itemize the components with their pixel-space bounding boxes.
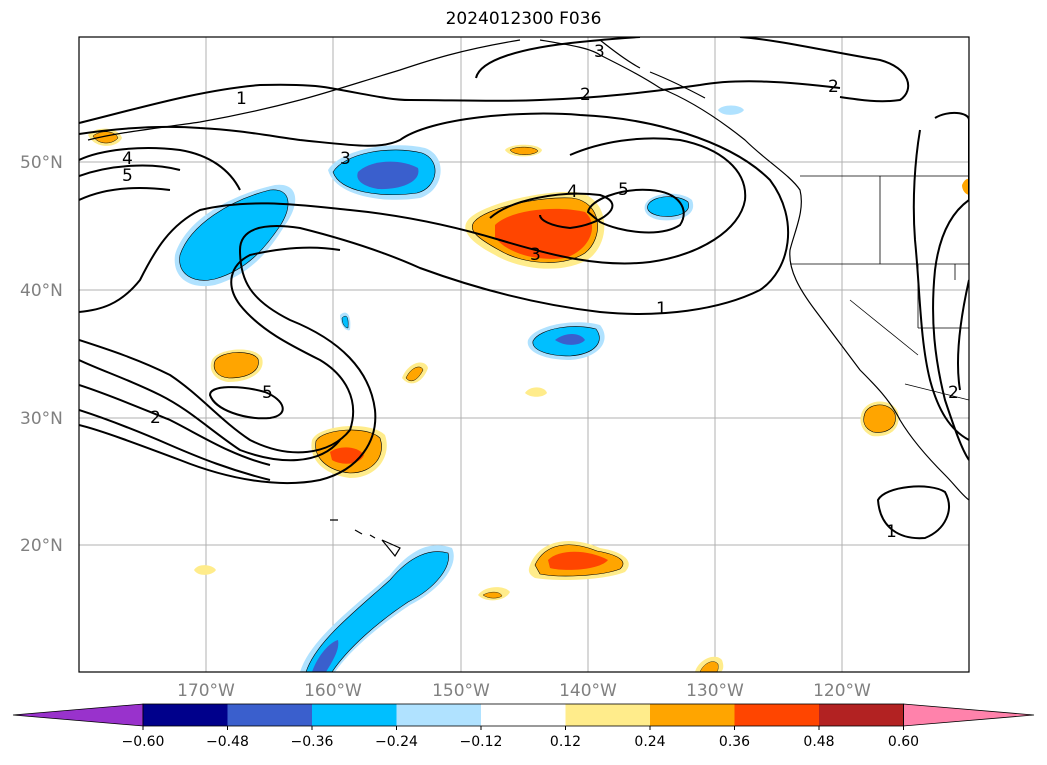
colorbar-tick-label: −0.48 [206, 734, 249, 750]
colorbar-segment [650, 704, 735, 726]
lat-label: 20°N [20, 536, 63, 556]
colorbar-tick-label: −0.24 [375, 734, 418, 750]
colorbar-segment [565, 704, 651, 726]
contour-label: 4 [567, 182, 578, 202]
contour-label: 2 [150, 408, 161, 428]
contour-label: 2 [580, 85, 591, 105]
lon-label: 120°W [813, 681, 871, 701]
contour-label: 5 [262, 383, 273, 403]
latitude-labels: 50°N 40°N 30°N 20°N [20, 153, 63, 556]
lon-label: 170°W [177, 681, 235, 701]
contour-label: 3 [530, 245, 541, 265]
colorbar-segment [734, 704, 820, 726]
colorbar-extend-low [12, 703, 144, 727]
line-contours [79, 37, 969, 540]
map-title: 2024012300 F036 [445, 9, 602, 29]
colorbar-tick-label: −0.12 [460, 734, 503, 750]
lat-label: 30°N [20, 409, 63, 429]
contour-labels: 1 2 2 4 5 3 4 5 3 1 2 5 3 2 1 [122, 42, 959, 542]
colorbar-tick-label: 0.60 [888, 734, 919, 750]
colorbar-segment [396, 704, 482, 726]
colorbar-tick-label: 0.24 [634, 734, 665, 750]
contour-label: 1 [236, 89, 247, 109]
lat-label: 40°N [20, 281, 63, 301]
colorbar-frame [142, 703, 904, 727]
contour-label: 1 [886, 522, 897, 542]
colorbar-segment [227, 704, 313, 726]
contour-label: 1 [656, 299, 667, 319]
colorbar-tick-label: 0.12 [550, 734, 581, 750]
colorbar: −0.60 −0.48 −0.36 −0.24 −0.12 0.12 0.24 0.36 0.4… [12, 703, 1035, 750]
map-panel [79, 37, 969, 672]
lon-label: 160°W [304, 681, 362, 701]
contour-label: 5 [618, 180, 629, 200]
gridlines [79, 37, 969, 672]
coastlines [87, 39, 969, 558]
colorbar-tick-label: −0.36 [291, 734, 334, 750]
map-border [78, 36, 970, 673]
contour-label: 3 [594, 42, 605, 62]
colorbar-segment [143, 704, 228, 726]
contour-label: 5 [122, 166, 133, 186]
colorbar-segment [819, 704, 904, 726]
contour-label: 4 [122, 149, 133, 169]
colorbar-extend-high [903, 703, 1035, 727]
colorbar-tick-label: −0.60 [122, 734, 165, 750]
contour-label: 3 [340, 149, 351, 169]
lon-label: 140°W [559, 681, 617, 701]
colorbar-segment [312, 704, 397, 726]
colorbar-segment [481, 704, 566, 726]
longitude-labels: 170°W 160°W 150°W 140°W 130°W 120°W [177, 681, 871, 701]
colorbar-tick-label: 0.36 [719, 734, 750, 750]
colorbar-tick-label: 0.48 [803, 734, 834, 750]
lon-label: 150°W [432, 681, 490, 701]
lat-label: 50°N [20, 153, 63, 173]
contour-label: 2 [948, 383, 959, 403]
contour-label: 2 [828, 77, 839, 97]
lon-label: 130°W [686, 681, 744, 701]
filled-contours [88, 105, 969, 672]
